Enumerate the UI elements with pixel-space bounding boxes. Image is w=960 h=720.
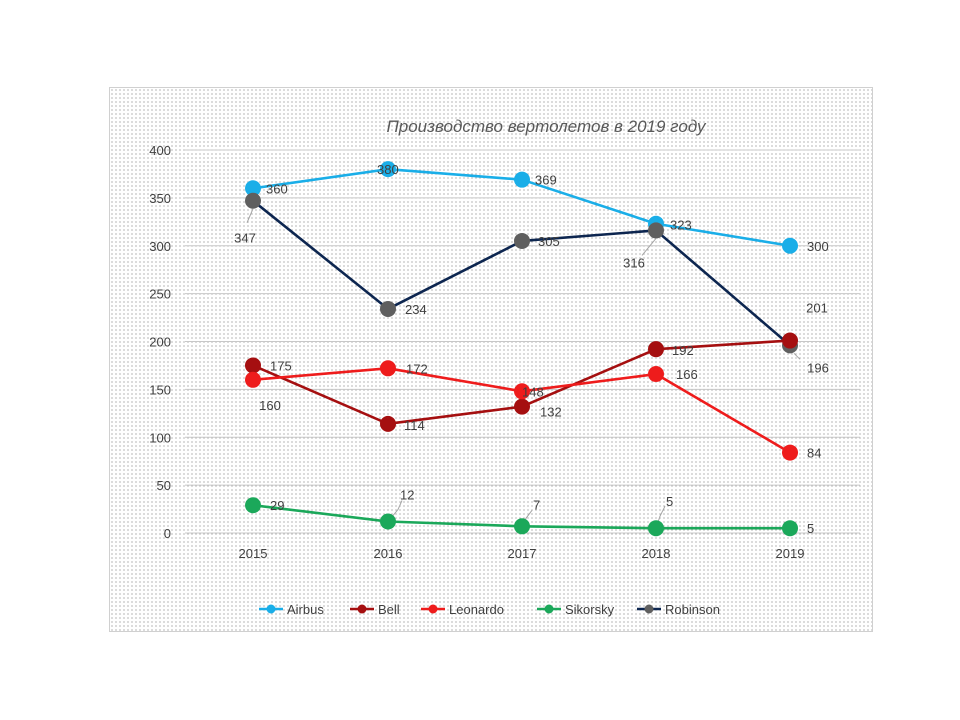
legend: Airbus Bell Leonardo Sikorsky Robinson (259, 602, 720, 617)
data-label-leonardo: 148 (522, 384, 544, 399)
data-label-leonardo: 84 (807, 446, 821, 461)
data-labels: 360 380 369 323 300 175 114 132 192 201 160 172 148 1… (234, 162, 829, 536)
data-label-sikorsky: 5 (666, 494, 673, 509)
x-tick-label: 2018 (642, 546, 671, 561)
legend-label-leonardo: Leonardo (449, 602, 504, 617)
data-point-bell (648, 341, 664, 358)
y-tick-label: 100 (149, 430, 171, 445)
data-label-robinson: 305 (538, 234, 560, 249)
data-label-sikorsky: 29 (270, 498, 284, 513)
data-point-sikorsky (514, 518, 530, 535)
data-point-leonardo (380, 360, 396, 377)
x-tick-label: 2015 (239, 546, 268, 561)
series-line-robinson (251, 199, 792, 347)
data-label-leonardo: 166 (676, 367, 698, 382)
data-label-airbus: 380 (377, 162, 399, 177)
data-label-leonardo: 172 (406, 361, 428, 376)
data-point-airbus (514, 171, 530, 188)
y-tick-label: 250 (149, 287, 171, 302)
data-point-robinson (648, 222, 664, 239)
y-tick-label: 0 (164, 526, 171, 541)
data-point-sikorsky (648, 520, 664, 537)
y-tick-label: 400 (149, 143, 171, 158)
data-label-bell: 175 (270, 358, 292, 373)
legend-marker-airbus (266, 604, 276, 614)
leader-line (246, 208, 254, 223)
series-lines (245, 161, 798, 537)
data-point-bell (380, 415, 396, 432)
data-point-sikorsky (380, 513, 396, 530)
legend-label-bell: Bell (378, 602, 400, 617)
data-label-bell: 192 (672, 343, 694, 358)
data-label-airbus: 300 (807, 239, 829, 254)
data-label-sikorsky: 7 (533, 497, 540, 512)
data-point-bell (782, 332, 798, 349)
legend-marker-leonardo (428, 604, 438, 614)
y-tick-label: 300 (149, 239, 171, 254)
legend-marker-bell (357, 604, 367, 614)
data-label-leonardo: 160 (259, 398, 281, 413)
data-label-airbus: 360 (266, 181, 288, 196)
y-tick-label: 150 (149, 382, 171, 397)
data-point-robinson (245, 192, 261, 209)
data-label-bell: 201 (806, 301, 828, 316)
x-tick-label: 2019 (776, 546, 805, 561)
legend-marker-robinson (644, 604, 654, 614)
data-point-sikorsky (782, 520, 798, 537)
x-tick-label: 2017 (508, 546, 537, 561)
data-point-airbus (380, 161, 396, 178)
leader-lines (246, 208, 801, 529)
data-point-bell (514, 398, 530, 415)
y-tick-label: 200 (149, 335, 171, 350)
legend-marker-sikorsky (544, 604, 554, 614)
x-tick-label: 2016 (374, 546, 403, 561)
y-tick-label: 50 (157, 478, 171, 493)
data-label-airbus: 369 (535, 173, 557, 188)
data-point-leonardo (782, 444, 798, 461)
data-point-robinson (514, 232, 530, 249)
legend-label-airbus: Airbus (287, 602, 324, 617)
data-label-robinson: 316 (623, 255, 645, 270)
data-label-sikorsky: 12 (400, 488, 414, 503)
data-label-bell: 132 (540, 405, 562, 420)
data-point-leonardo (245, 371, 261, 388)
data-label-bell: 114 (404, 418, 425, 433)
data-point-robinson (380, 300, 396, 317)
data-label-sikorsky: 5 (807, 521, 814, 536)
legend-label-robinson: Robinson (665, 602, 720, 617)
y-tick-label: 350 (149, 191, 171, 206)
chart-title: Производство вертолетов в 2019 году (386, 117, 707, 136)
data-label-robinson: 347 (234, 231, 256, 246)
data-point-sikorsky (245, 497, 261, 514)
leader-line (793, 352, 801, 360)
data-label-robinson: 196 (807, 360, 829, 375)
axis-labels: 0 50 100 150 200 250 300 350 400 2015 2016 2017 2018… (149, 143, 804, 561)
legend-label-sikorsky: Sikorsky (565, 602, 615, 617)
data-label-robinson: 234 (405, 302, 427, 317)
data-point-leonardo (648, 366, 664, 383)
leader-line (641, 238, 657, 256)
data-point-airbus (782, 237, 798, 254)
data-point-leonardo (514, 383, 530, 400)
data-point-bell (245, 357, 261, 374)
data-point-airbus (245, 180, 261, 197)
data-label-airbus: 323 (670, 218, 692, 233)
